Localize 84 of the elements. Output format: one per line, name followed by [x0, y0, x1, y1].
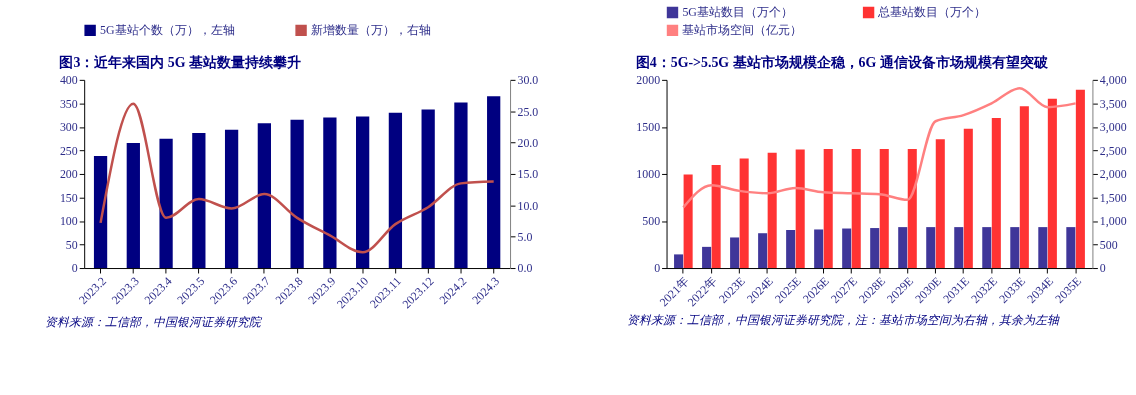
bar	[1075, 89, 1085, 269]
bar	[702, 246, 712, 269]
chart-title: 图3：近年来国内 5G 基站数量持续攀升	[59, 53, 301, 70]
bar	[851, 149, 861, 269]
y-tick-label: 300	[59, 120, 78, 135]
bar	[963, 128, 973, 269]
y2-tick-label: 10.0	[517, 198, 539, 213]
text: 资料来源：工信部，中国银河证券研究院，注：基站市场空间为右轴，其余为左轴	[626, 313, 1060, 328]
bar	[767, 152, 777, 269]
y-tick-label: 0	[654, 261, 661, 276]
y-tick-label: 400	[59, 73, 78, 88]
bar	[991, 117, 1001, 269]
line-series	[682, 87, 1077, 209]
bar	[224, 129, 239, 269]
y-tick-label: 1000	[636, 167, 661, 182]
bar	[907, 149, 917, 269]
legend-label: 5G基站个数（万），左轴	[100, 23, 235, 38]
bar	[421, 109, 435, 269]
bar	[126, 142, 140, 269]
bar	[814, 229, 824, 269]
y-tick-label: 2000	[636, 73, 661, 88]
bar	[356, 116, 370, 269]
bar	[786, 229, 796, 269]
bar	[982, 227, 992, 269]
y2-tick-label: 4,000	[1099, 73, 1127, 88]
bar	[93, 156, 108, 269]
bar	[795, 149, 805, 269]
bar	[159, 138, 173, 269]
bar	[935, 139, 945, 269]
y2-tick-label: 0.0	[517, 261, 533, 276]
bar	[323, 117, 337, 269]
y2-tick-label: 1,000	[1099, 214, 1127, 229]
y-tick-label: 250	[59, 143, 78, 158]
y2-tick-label: 2,000	[1099, 167, 1127, 182]
y2-tick-label: 2,500	[1099, 143, 1127, 158]
bar	[898, 227, 908, 269]
y2-tick-label: 30.0	[517, 73, 539, 88]
y-tick-label: 150	[59, 190, 78, 205]
chart-title: 图4：5G->5.5G 基站市场规模企稳，6G 通信设备市场规模有望突破	[635, 53, 1049, 70]
y-tick-label: 50	[65, 237, 78, 252]
bar	[683, 174, 693, 269]
bar	[1010, 227, 1020, 269]
bar	[192, 133, 206, 269]
text: 资料来源：工信部，中国银河证券研究院	[44, 315, 263, 330]
bar	[823, 149, 833, 269]
bar	[388, 112, 403, 269]
y2-tick-label: 0	[1099, 261, 1106, 276]
y2-tick-label: 20.0	[517, 136, 539, 151]
bar	[257, 123, 271, 269]
bar	[1019, 106, 1029, 269]
legend-label: 5G基站数目（万个）	[682, 5, 793, 20]
y2-tick-label: 3,000	[1099, 120, 1127, 135]
y2-tick-label: 1,500	[1099, 190, 1127, 205]
legend-label: 总基站数目（万个）	[877, 5, 987, 20]
bar	[842, 228, 852, 269]
bar	[674, 254, 684, 269]
y-tick-label: 200	[59, 167, 78, 182]
bar	[954, 227, 964, 269]
legend-label: 新增数量（万），右轴	[310, 23, 431, 38]
y2-tick-label: 500	[1099, 237, 1118, 252]
y-tick-label: 500	[642, 214, 661, 229]
y-tick-label: 0	[71, 261, 78, 276]
y-tick-label: 100	[59, 214, 78, 229]
y2-tick-label: 25.0	[517, 104, 539, 119]
bar	[926, 227, 936, 269]
y2-tick-label: 5.0	[517, 230, 533, 245]
bar	[711, 165, 721, 269]
legend-label: 基站市场空间（亿元）	[682, 23, 803, 38]
bar	[739, 158, 749, 269]
bar	[879, 149, 889, 269]
bar	[1038, 227, 1048, 269]
bar	[290, 119, 304, 269]
y2-tick-label: 3,500	[1099, 96, 1127, 111]
bar	[870, 228, 880, 269]
line-series	[99, 102, 495, 254]
bar	[730, 237, 740, 269]
y-tick-label: 1500	[636, 120, 661, 135]
bar	[1047, 98, 1057, 269]
bar	[454, 102, 468, 269]
bar	[487, 96, 501, 269]
y2-tick-label: 15.0	[517, 167, 539, 182]
y-tick-label: 350	[59, 96, 78, 111]
bar	[758, 233, 768, 269]
bar	[1066, 227, 1076, 269]
